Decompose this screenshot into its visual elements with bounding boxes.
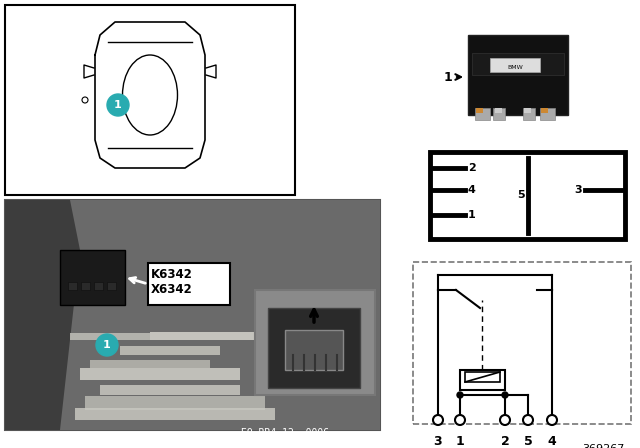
Text: 4: 4 (548, 435, 556, 448)
Bar (490, 58, 540, 72)
Circle shape (500, 415, 510, 425)
Text: 1: 1 (468, 210, 476, 220)
Bar (523, 108, 535, 120)
Bar (472, 53, 564, 75)
Bar (541, 108, 548, 113)
Text: BMW: BMW (507, 65, 523, 70)
Text: 4: 4 (468, 185, 476, 195)
Bar (475, 108, 490, 120)
Text: 1: 1 (444, 70, 452, 83)
Bar (495, 108, 502, 113)
Bar (460, 370, 505, 390)
Text: 5: 5 (524, 435, 532, 448)
Circle shape (457, 392, 463, 398)
Bar (430, 152, 625, 239)
Bar (493, 108, 505, 120)
Bar (90, 360, 210, 368)
Text: 2: 2 (468, 163, 476, 173)
Bar (540, 108, 555, 120)
Bar (68, 282, 77, 290)
Circle shape (547, 415, 557, 425)
Bar (148, 263, 230, 305)
Text: 1: 1 (103, 340, 111, 350)
Circle shape (455, 415, 465, 425)
Circle shape (96, 334, 118, 356)
Text: 1: 1 (114, 100, 122, 110)
Bar (255, 290, 375, 395)
Circle shape (523, 415, 533, 425)
Text: 3: 3 (434, 435, 442, 448)
Bar (107, 282, 116, 290)
Polygon shape (5, 200, 80, 430)
Bar (94, 282, 103, 290)
Text: 369267: 369267 (582, 444, 625, 448)
Circle shape (107, 94, 129, 116)
Bar (524, 108, 531, 113)
Bar (5, 200, 380, 430)
Bar (476, 108, 483, 113)
Circle shape (502, 392, 508, 398)
Bar (85, 396, 265, 410)
Bar (5, 200, 380, 430)
Text: K6342
X6342: K6342 X6342 (151, 268, 193, 296)
Bar (70, 333, 150, 340)
Text: 1: 1 (456, 435, 465, 448)
Bar (100, 385, 240, 395)
Ellipse shape (122, 55, 177, 135)
Text: 2: 2 (500, 435, 509, 448)
Bar (465, 372, 500, 382)
Text: 5: 5 (517, 190, 525, 200)
Bar (60, 250, 125, 305)
Bar (413, 262, 631, 424)
Text: 3: 3 (574, 185, 582, 195)
Bar (81, 282, 90, 290)
Bar (268, 308, 360, 388)
Bar (468, 35, 568, 115)
Bar (5, 5, 295, 195)
Bar (285, 330, 343, 370)
Text: EO RR4 12  0006: EO RR4 12 0006 (241, 428, 329, 438)
Bar (120, 346, 220, 355)
Circle shape (433, 415, 443, 425)
Bar (80, 368, 240, 380)
Bar (75, 408, 275, 420)
Bar (150, 332, 270, 340)
